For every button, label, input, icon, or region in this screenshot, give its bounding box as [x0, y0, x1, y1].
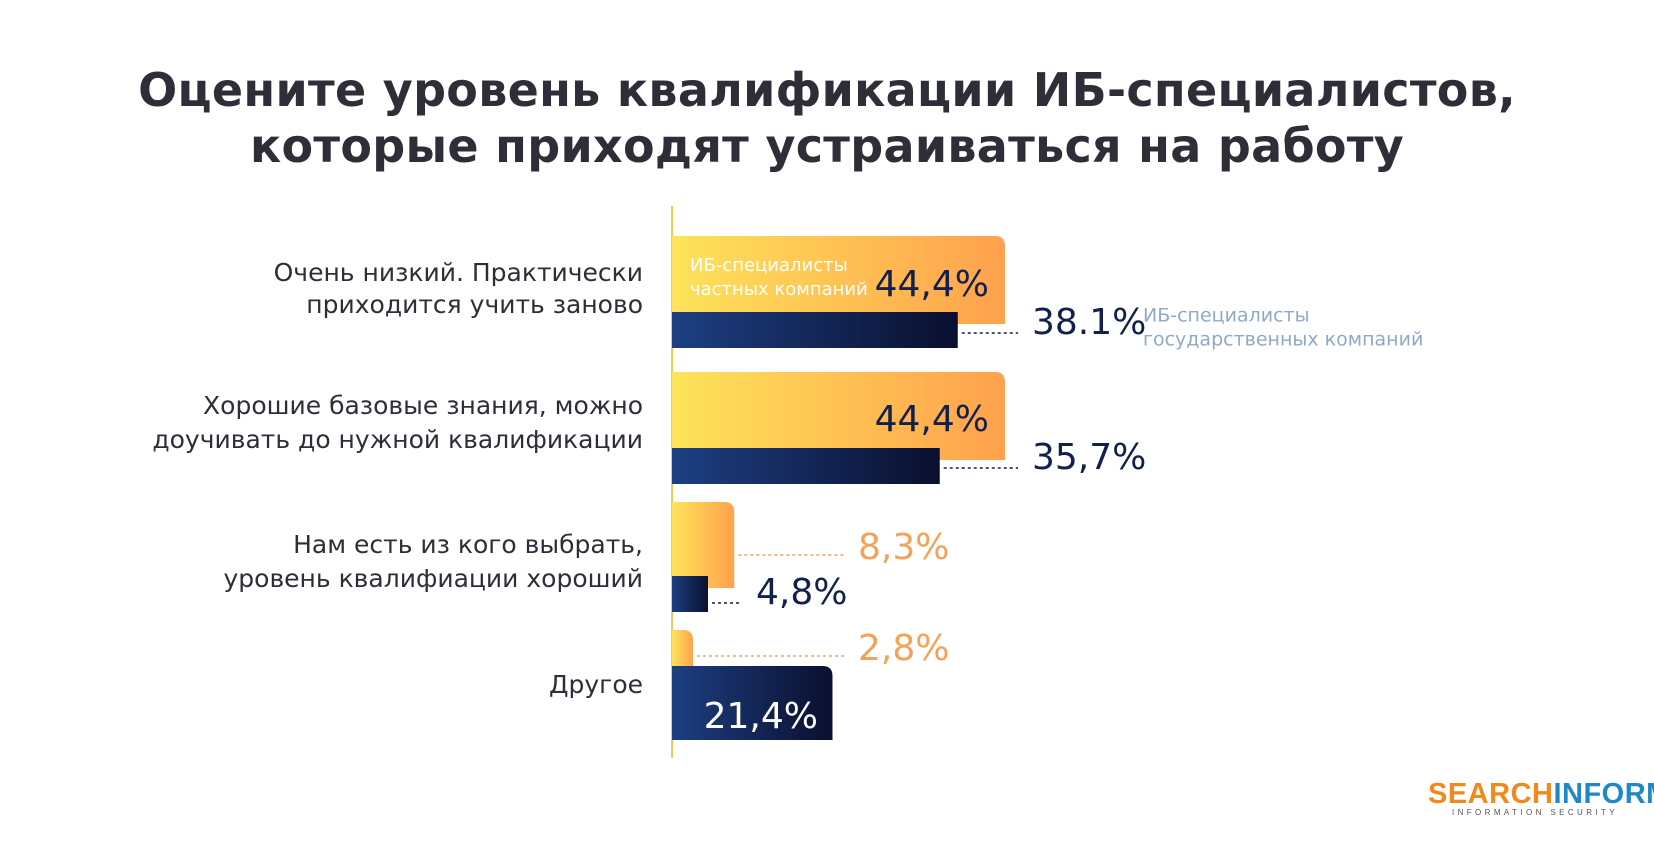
category-label-4-line-1: Другое [549, 670, 643, 699]
bar-state-4 [672, 666, 833, 740]
bar-state-2 [672, 448, 940, 484]
value-label-private-2: 44,4% [875, 399, 989, 440]
logo-text-inform: INFORM [1553, 778, 1654, 810]
logo-subtitle: INFORMATION SECURITY [1451, 808, 1619, 817]
value-label-private-1: 44,4% [875, 264, 989, 305]
value-label-state-4: 21,4% [704, 696, 818, 737]
legend-state-line-2: государственных компаний [1143, 329, 1423, 351]
value-label-private-4: 2,8% [858, 628, 949, 669]
legend-private-line-2: частных компаний [690, 279, 868, 300]
category-label-2-line-2: доучивать до нужной квалификации [152, 425, 643, 454]
category-label-3-line-2: уровень квалифиации хороший [223, 564, 643, 593]
chart-title: Оцените уровень квалификации ИБ-специали… [0, 62, 1654, 174]
legend-private-line-1: ИБ-специалисты [690, 255, 848, 276]
category-label-3-line-1: Нам есть из кого выбрать, [293, 530, 643, 559]
category-label-1-line-1: Очень низкий. Практически [274, 258, 643, 287]
chart-title-line-1: Оцените уровень квалификации ИБ-специали… [138, 63, 1516, 117]
logo-text-search: SEARCH [1428, 778, 1554, 810]
category-label-1-line-2: приходится учить заново [306, 290, 643, 319]
bar-state-3 [672, 576, 708, 612]
bar-private-2 [672, 372, 1005, 460]
bar-private-3 [672, 502, 735, 588]
bar-state-1 [672, 312, 958, 348]
legend-state-line-1: ИБ-специалисты [1143, 305, 1310, 327]
value-label-state-3: 4,8% [756, 572, 847, 613]
value-label-state-1: 38.1% [1032, 302, 1146, 343]
searchinform-logo: SEARCHINFORM INFORMATION SECURITY [1428, 778, 1654, 828]
chart-title-line-2: которые приходят устраиваться на работу [249, 119, 1405, 173]
value-label-private-3: 8,3% [858, 527, 949, 568]
value-label-state-2: 35,7% [1032, 437, 1146, 478]
category-label-2-line-1: Хорошие базовые знания, можно [203, 391, 643, 420]
bar-private-1 [672, 236, 1005, 324]
